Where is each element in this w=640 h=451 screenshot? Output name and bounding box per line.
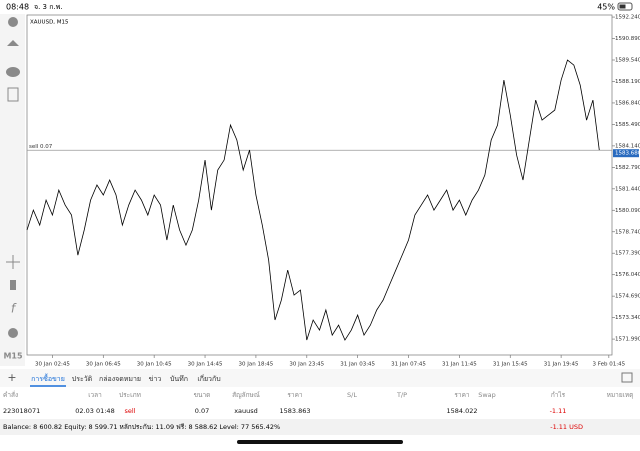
column-header: T/P: [396, 391, 407, 399]
y-tick-label: 1571.990: [615, 337, 640, 343]
y-tick-label: 1588.190: [615, 79, 640, 85]
y-tick-label: 1576.040: [615, 272, 640, 278]
chart-title: XAUUSD, M15: [30, 20, 69, 26]
battery-icon: [617, 2, 633, 11]
column-header: ประเภท: [119, 391, 141, 399]
tab[interactable]: เกี่ยวกับ: [197, 374, 220, 383]
x-tick-label: 30 Jan 02:45: [35, 362, 70, 368]
table-row[interactable]: [0, 403, 640, 418]
icon-indicators[interactable]: f: [11, 302, 17, 316]
order-label: sell 0.07: [29, 144, 53, 150]
x-tick-label: 31 Jan 07:45: [391, 362, 426, 368]
chart-frame: [26, 14, 613, 356]
y-tick-label: 1590.890: [615, 36, 640, 42]
total-profit: -1.11 USD: [550, 423, 583, 431]
column-header: คำสั่ง: [3, 390, 18, 399]
toolbar-icons: f: [6, 17, 20, 338]
home-indicator: [237, 440, 403, 444]
column-header: หมายเหตุ: [607, 391, 634, 399]
y-tick-label: 1586.840: [615, 100, 640, 106]
x-tick-label: 31 Jan 15:45: [493, 362, 528, 368]
x-tick-label: 3 Feb 01:45: [593, 362, 626, 368]
price-tag-label: 1583.680: [615, 151, 640, 157]
column-header: ราคา: [454, 391, 469, 399]
x-tick-label: 30 Jan 06:45: [86, 362, 121, 368]
icon-trade[interactable]: [7, 40, 19, 46]
x-tick-label: 30 Jan 18:45: [238, 362, 273, 368]
tab-bar: [0, 369, 640, 387]
x-tick-label: 31 Jan 11:45: [442, 362, 477, 368]
column-header: ขนาด: [194, 391, 211, 399]
cell-price: 1583.863: [279, 407, 310, 415]
tabs: การซื้อขาย ประวัติ กล่องจดหมาย ข่าว บันทึก เก…: [30, 372, 221, 387]
cell-current-price: 1584.022: [446, 407, 477, 415]
cell-profit: -1.11: [550, 407, 567, 415]
price-line: [26, 59, 600, 341]
x-tick-label: 31 Jan 19:45: [544, 362, 579, 368]
y-tick-label: 1581.440: [615, 186, 640, 192]
add-button[interactable]: +: [7, 371, 16, 384]
y-tick-label: 1592.240: [615, 15, 640, 21]
y-tick-label: 1589.540: [615, 58, 640, 64]
battery-level: [619, 4, 626, 9]
cell-volume: 0.07: [195, 407, 209, 415]
y-tick-label: 1580.090: [615, 208, 640, 214]
column-header: เวลา: [88, 391, 102, 399]
y-tick-label: 1582.790: [615, 165, 640, 171]
chart: 1592.240 1590.890 1589.540 1588.190 1586.840…: [26, 15, 640, 368]
tab[interactable]: การซื้อขาย: [31, 372, 65, 383]
price-tag: [613, 149, 639, 158]
footer: [0, 419, 640, 435]
tab[interactable]: ข่าว: [149, 375, 162, 383]
icon-new[interactable]: [7, 87, 19, 102]
icon-crosshair[interactable]: [6, 255, 20, 269]
cell-symbol: xauusd: [234, 407, 258, 415]
x-tick-label: 30 Jan 10:45: [137, 362, 172, 368]
y-tick-label: 1585.490: [615, 122, 640, 128]
icon-objects[interactable]: [8, 328, 18, 338]
column-header: Swap: [478, 391, 496, 399]
column-header: ราคา: [287, 391, 302, 399]
tab[interactable]: บันทึก: [170, 374, 188, 383]
layout-button[interactable]: [621, 372, 633, 383]
y-tick-label: 1584.140: [615, 143, 640, 149]
column-header: กำไร: [551, 391, 566, 399]
column-header: สัญลักษณ์: [232, 391, 260, 399]
x-tick-label: 31 Jan 03:45: [340, 362, 375, 368]
y-tick-label: 1574.690: [615, 294, 640, 300]
status-date: จ. 3 ก.พ.: [34, 3, 63, 11]
icon-chat[interactable]: [6, 67, 20, 77]
status-battery: 45%: [597, 3, 615, 12]
timeframe[interactable]: M15: [3, 352, 23, 361]
icon-account[interactable]: [8, 17, 18, 27]
x-tick-label: 30 Jan 23:45: [289, 362, 324, 368]
cell-type: sell: [125, 407, 136, 415]
y-tick-label: 1578.740: [615, 229, 640, 235]
status-time: 08:48: [6, 3, 29, 12]
tab[interactable]: ประวัติ: [72, 375, 93, 383]
tab[interactable]: กล่องจดหมาย: [99, 375, 141, 383]
y-tick-label: 1573.340: [615, 315, 640, 321]
orders-table: คำสั่ง เวลา ประเภท ขนาด สัญลักษณ์ ราคา S/L T/P ร…: [0, 390, 640, 418]
column-header: S/L: [347, 391, 357, 399]
y-tick-label: 1577.390: [615, 251, 640, 257]
x-tick-label: 30 Jan 14:45: [188, 362, 223, 368]
icon-candles[interactable]: [10, 280, 16, 290]
cell-order: 223018071: [3, 407, 40, 415]
cell-time: 02.03 01:48: [75, 407, 114, 415]
account-summary: Balance: 8 600.82 Equity: 8 599.71 หลักป…: [3, 423, 280, 431]
